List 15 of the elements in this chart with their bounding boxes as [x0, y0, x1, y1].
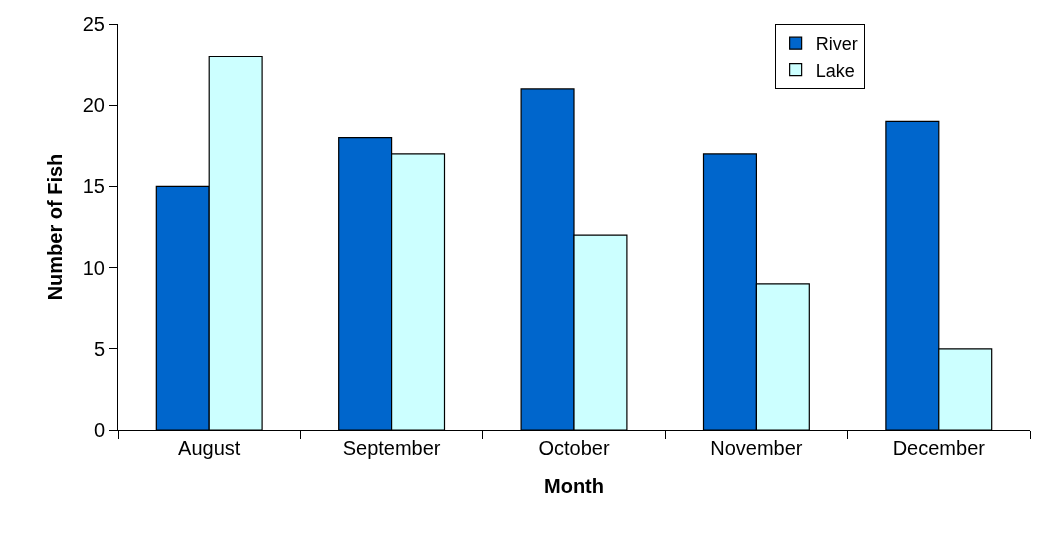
y-tick-label: 25	[82, 13, 105, 35]
legend-label: Lake	[815, 60, 855, 81]
x-tick-label: December	[892, 437, 986, 459]
x-tick-label: November	[710, 437, 803, 459]
x-tick-label: September	[342, 437, 441, 459]
y-tick-label: 20	[82, 94, 105, 117]
y-tick-label: 15	[82, 175, 105, 198]
y-tick-label: 10	[82, 256, 105, 279]
x-tick-label: August	[178, 437, 241, 459]
legend-label: River	[815, 34, 858, 55]
x-tick-label: October	[538, 437, 610, 459]
x-axis-title: Month	[544, 474, 604, 497]
y-tick-label: 5	[93, 337, 105, 360]
y-axis-title: Number of Fish	[44, 153, 67, 301]
y-tick-label: 0	[93, 419, 105, 441]
